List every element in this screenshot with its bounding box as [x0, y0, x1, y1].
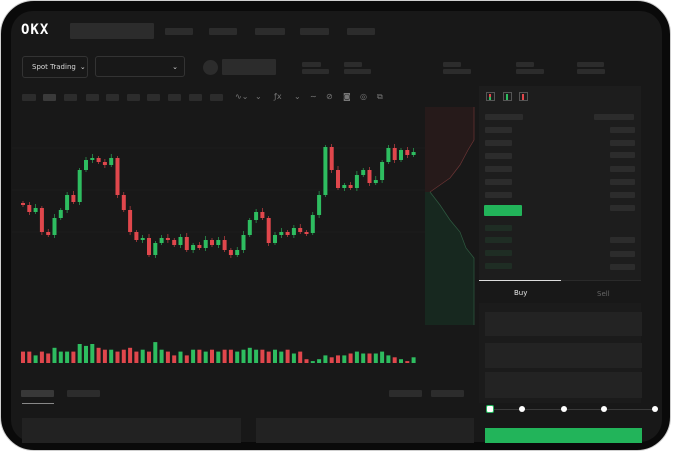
stat-label: [577, 62, 604, 67]
filter-button[interactable]: [389, 390, 422, 397]
spot-trading-dropdown[interactable]: Spot Trading ⌄: [22, 56, 88, 78]
ask-price: [485, 153, 512, 159]
interval-button[interactable]: [147, 94, 160, 101]
last-price: [484, 205, 522, 216]
tab-open-orders[interactable]: [21, 390, 54, 397]
stat-label: [302, 62, 321, 67]
spot-trading-label: Spot Trading: [32, 63, 76, 71]
ask-price: [485, 127, 512, 133]
ask-amount: [610, 152, 635, 158]
stat-value: [344, 69, 371, 74]
order-book-bids-icon[interactable]: [503, 92, 512, 101]
interval-button[interactable]: [106, 94, 119, 101]
pair-dropdown[interactable]: ⌄: [95, 56, 185, 77]
interval-button[interactable]: [64, 94, 77, 101]
nav-item[interactable]: [300, 28, 329, 35]
bid-price: [485, 263, 512, 269]
filter-button[interactable]: [431, 390, 464, 397]
divider: [561, 280, 641, 281]
bid-price: [485, 237, 512, 243]
ask-amount: [610, 192, 635, 198]
order-book-both-icon[interactable]: [486, 92, 495, 101]
ask-price: [485, 166, 512, 172]
buy-button[interactable]: [485, 428, 642, 443]
bid-amount: [610, 264, 635, 270]
slider-stop[interactable]: [519, 406, 525, 412]
stat-label: [516, 62, 534, 67]
interval-button[interactable]: [168, 94, 181, 101]
order-card: [256, 418, 474, 443]
bid-amount: [610, 251, 635, 257]
tab-order-history[interactable]: [67, 390, 100, 397]
interval-button[interactable]: [189, 94, 202, 101]
total-input[interactable]: [485, 372, 642, 398]
ask-amount: [610, 166, 635, 172]
tab-underline: [22, 403, 54, 404]
bid-price: [485, 225, 512, 231]
chevron-down-icon[interactable]: ⌄: [294, 92, 301, 101]
okx-logo[interactable]: OKX: [21, 22, 50, 38]
interval-button[interactable]: [210, 94, 223, 101]
slider-stop[interactable]: [652, 406, 658, 412]
tab-sell[interactable]: Sell: [597, 290, 610, 298]
stat-value: [516, 69, 544, 74]
amount-slider[interactable]: [490, 409, 656, 410]
interval-button[interactable]: [127, 94, 140, 101]
slider-handle[interactable]: [486, 405, 494, 413]
interval-button[interactable]: [86, 94, 99, 101]
tab-buy[interactable]: Buy: [514, 289, 528, 297]
tab-underline: [479, 280, 561, 281]
amount-input[interactable]: [485, 343, 642, 368]
search-bar[interactable]: [70, 23, 154, 39]
coin-icon: [203, 60, 218, 75]
settings-icon[interactable]: ◎: [360, 92, 367, 101]
nav-item[interactable]: [209, 28, 237, 35]
ask-amount: [610, 179, 635, 185]
pencil-icon[interactable]: ⊘: [326, 92, 333, 101]
bid-price: [485, 250, 512, 256]
indicator-icon[interactable]: ∿⌄: [235, 92, 249, 101]
nav-item[interactable]: [165, 28, 193, 35]
nav-item[interactable]: [347, 28, 375, 35]
order-book-header: [594, 114, 634, 120]
slider-stop[interactable]: [561, 406, 567, 412]
camera-icon[interactable]: ◙: [343, 92, 351, 101]
order-card: [22, 418, 241, 443]
chevron-down-icon: ⌄: [79, 63, 86, 71]
ask-price: [485, 140, 512, 146]
interval-button[interactable]: [22, 94, 36, 101]
nav-item[interactable]: [255, 28, 285, 35]
fullscreen-icon[interactable]: ⧉: [377, 92, 383, 101]
stat-value: [577, 69, 605, 74]
price-input[interactable]: [485, 312, 642, 336]
chart-type-icon[interactable]: ⌄: [255, 92, 262, 101]
stat-value: [443, 69, 471, 74]
pair-name: [222, 59, 276, 75]
line-chart-icon[interactable]: ∼: [310, 92, 317, 101]
ask-price: [485, 192, 512, 198]
fx-icon[interactable]: ƒx: [274, 92, 282, 101]
order-book-asks-icon[interactable]: [519, 92, 528, 101]
slider-stop[interactable]: [601, 406, 607, 412]
ask-amount: [610, 140, 635, 146]
order-book-header: [485, 114, 523, 120]
interval-button-active[interactable]: [43, 94, 56, 101]
chevron-down-icon: ⌄: [172, 62, 178, 71]
stat-label: [443, 62, 461, 67]
ask-price: [485, 179, 512, 185]
bid-amount: [610, 237, 635, 243]
ask-amount: [610, 127, 635, 133]
ask-amount: [610, 205, 635, 211]
stat-label: [344, 62, 362, 67]
stat-value: [302, 69, 329, 74]
